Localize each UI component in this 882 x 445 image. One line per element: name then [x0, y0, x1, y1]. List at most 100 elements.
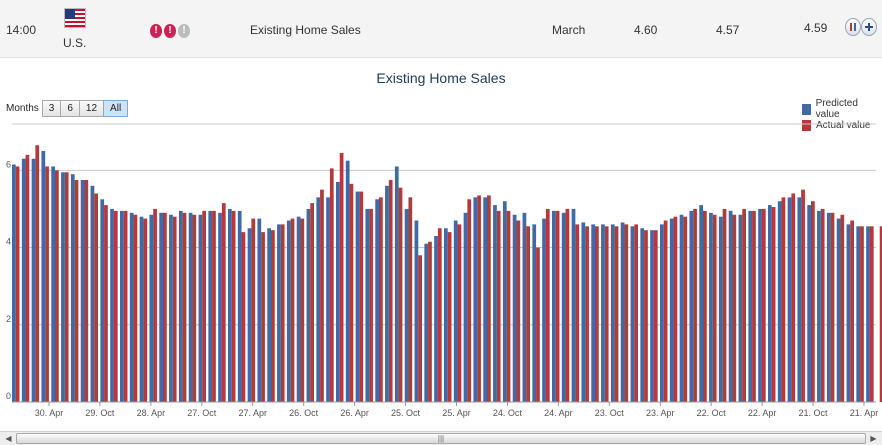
scrollbar-thumb[interactable]: ||| — [16, 433, 866, 444]
bar-actual[interactable] — [163, 212, 167, 402]
bar-predicted[interactable] — [414, 220, 419, 402]
bar-actual[interactable] — [290, 218, 295, 402]
bar-predicted[interactable] — [522, 212, 527, 402]
bar-predicted[interactable] — [355, 191, 360, 402]
bar-actual[interactable] — [251, 218, 256, 402]
bar-actual[interactable] — [761, 208, 766, 402]
bar-actual[interactable] — [467, 199, 472, 402]
bar-actual[interactable] — [212, 210, 216, 403]
bar-actual[interactable] — [575, 224, 580, 402]
bar-predicted[interactable] — [768, 205, 772, 402]
scroll-left-icon[interactable]: ◀ — [5, 434, 12, 443]
bar-actual[interactable] — [153, 208, 157, 402]
bar-actual[interactable] — [192, 214, 197, 402]
bar-predicted[interactable] — [493, 205, 497, 402]
bar-actual[interactable] — [55, 170, 59, 402]
bar-predicted[interactable] — [591, 224, 595, 402]
bar-actual[interactable] — [64, 172, 69, 402]
bar-actual[interactable] — [585, 226, 589, 402]
bar-actual[interactable] — [653, 230, 658, 402]
bar-actual[interactable] — [732, 214, 737, 402]
bar-predicted[interactable] — [581, 222, 586, 402]
bar-actual[interactable] — [477, 195, 481, 402]
bar-actual[interactable] — [457, 224, 462, 402]
bar-predicted[interactable] — [777, 201, 782, 402]
bar-actual[interactable] — [182, 212, 187, 402]
bar-predicted[interactable] — [620, 222, 625, 402]
bar-actual[interactable] — [359, 191, 364, 402]
bar-actual[interactable] — [35, 145, 40, 403]
bar-actual[interactable] — [722, 208, 727, 402]
bar-predicted[interactable] — [31, 158, 36, 402]
bar-actual[interactable] — [133, 214, 138, 402]
bar-actual[interactable] — [398, 187, 403, 402]
bar-actual[interactable] — [683, 216, 688, 402]
bar-predicted[interactable] — [669, 218, 674, 402]
bar-predicted[interactable] — [296, 216, 301, 402]
event-row[interactable]: 14:00 U.S. ! ! ! Existing Home Sales Mar… — [0, 0, 882, 58]
bar-actual[interactable] — [25, 154, 30, 402]
bar-predicted[interactable] — [100, 199, 105, 402]
bar-predicted[interactable] — [434, 235, 438, 402]
bar-predicted[interactable] — [228, 208, 232, 402]
bar-actual[interactable] — [614, 226, 619, 402]
bar-predicted[interactable] — [532, 224, 537, 402]
bar-predicted[interactable] — [542, 218, 546, 402]
bar-actual[interactable] — [516, 220, 521, 402]
bar-actual[interactable] — [781, 197, 786, 402]
bar-actual[interactable] — [830, 212, 835, 402]
bar-predicted[interactable] — [139, 216, 144, 402]
bar-predicted[interactable] — [728, 210, 733, 403]
bar-predicted[interactable] — [836, 218, 841, 402]
bar-predicted[interactable] — [51, 166, 55, 402]
bar-predicted[interactable] — [424, 243, 429, 402]
bar-predicted[interactable] — [748, 210, 753, 403]
bar-predicted[interactable] — [709, 212, 713, 402]
bar-predicted[interactable] — [856, 226, 861, 402]
bar-predicted[interactable] — [444, 228, 448, 402]
bar-actual[interactable] — [280, 224, 285, 402]
bar-predicted[interactable] — [463, 212, 468, 402]
bar-predicted[interactable] — [277, 224, 281, 402]
bar-predicted[interactable] — [807, 205, 811, 402]
bar-predicted[interactable] — [149, 214, 154, 402]
bar-predicted[interactable] — [218, 212, 222, 402]
bar-predicted[interactable] — [257, 218, 262, 402]
horizontal-scrollbar[interactable]: ◀ ||| ▶ — [0, 431, 882, 445]
bar-actual[interactable] — [45, 166, 49, 402]
bar-predicted[interactable] — [502, 201, 507, 402]
bar-actual[interactable] — [712, 214, 717, 402]
event-name[interactable]: Existing Home Sales — [250, 23, 361, 37]
bar-actual[interactable] — [241, 232, 246, 402]
bar-predicted[interactable] — [120, 210, 124, 403]
bar-actual[interactable] — [526, 226, 531, 402]
bar-actual[interactable] — [879, 226, 882, 402]
bar-predicted[interactable] — [159, 212, 163, 402]
bar-actual[interactable] — [15, 166, 20, 402]
bar-actual[interactable] — [339, 152, 344, 402]
bar-actual[interactable] — [555, 210, 560, 403]
bar-actual[interactable] — [310, 203, 315, 402]
bar-predicted[interactable] — [306, 208, 311, 402]
bar-actual[interactable] — [202, 210, 207, 403]
bar-predicted[interactable] — [866, 226, 870, 402]
bar-actual[interactable] — [595, 226, 599, 402]
bar-actual[interactable] — [604, 226, 609, 402]
bar-predicted[interactable] — [198, 214, 203, 402]
bar-predicted[interactable] — [326, 197, 330, 402]
bar-actual[interactable] — [74, 179, 79, 402]
bar-actual[interactable] — [349, 183, 354, 402]
bar-predicted[interactable] — [12, 164, 16, 402]
bar-predicted[interactable] — [817, 210, 821, 403]
chart-toggle-button[interactable] — [845, 18, 861, 36]
bar-actual[interactable] — [113, 210, 118, 403]
bar-actual[interactable] — [860, 226, 864, 402]
bar-actual[interactable] — [565, 208, 570, 402]
bar-predicted[interactable] — [846, 224, 851, 402]
bar-predicted[interactable] — [80, 179, 85, 402]
bar-predicted[interactable] — [267, 228, 271, 402]
bar-actual[interactable] — [123, 210, 128, 403]
bar-predicted[interactable] — [512, 214, 517, 402]
bar-predicted[interactable] — [630, 226, 635, 402]
bar-predicted[interactable] — [286, 220, 291, 402]
